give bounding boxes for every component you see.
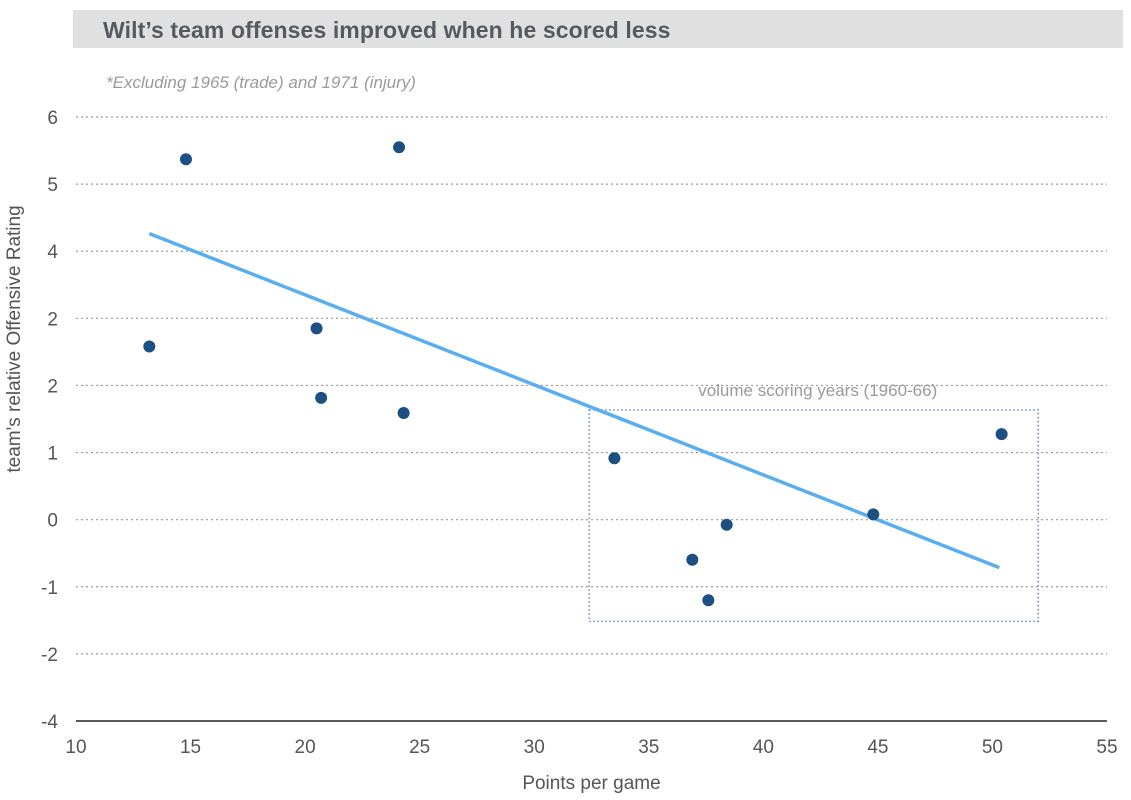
y-tick-label: 4 <box>47 242 58 263</box>
y-tick-label: 2 <box>47 309 58 330</box>
data-point <box>608 452 621 465</box>
y-tick-label: 1 <box>47 444 58 465</box>
data-point <box>315 391 328 404</box>
data-point <box>867 508 880 521</box>
y-tick-label: 5 <box>47 175 58 196</box>
y-tick-label: 6 <box>47 108 58 129</box>
data-point <box>720 518 733 531</box>
x-axis-title: Points per game <box>522 773 660 794</box>
data-point <box>179 153 192 166</box>
data-point <box>143 340 156 353</box>
data-point <box>702 594 715 607</box>
x-tick-label: 20 <box>295 737 316 758</box>
y-tick-label: 2 <box>47 376 58 397</box>
x-tick-label: 35 <box>638 737 659 758</box>
data-point <box>686 553 699 566</box>
chart-title: Wilt’s team offenses improved when he sc… <box>103 17 671 43</box>
chart-subtitle: *Excluding 1965 (trade) and 1971 (injury… <box>106 73 416 92</box>
trend-line <box>148 231 1000 570</box>
y-tick-label: -1 <box>41 578 58 599</box>
x-tick-label: 10 <box>65 737 86 758</box>
annotation-box <box>588 409 1040 623</box>
annotation-label: volume scoring years (1960-66) <box>698 381 937 400</box>
x-tick-label: 15 <box>180 737 201 758</box>
x-tick-label: 25 <box>409 737 430 758</box>
x-tick-label: 40 <box>753 737 774 758</box>
x-tick-label: 50 <box>982 737 1003 758</box>
x-tick-label: 45 <box>867 737 888 758</box>
data-point <box>995 428 1008 441</box>
title-bar: Wilt’s team offenses improved when he sc… <box>73 10 1123 48</box>
y-tick-label: 0 <box>47 511 58 532</box>
x-tick-label: 55 <box>1096 737 1117 758</box>
y-tick-label: -2 <box>41 645 58 666</box>
data-point <box>310 322 323 335</box>
y-axis-title: team's relative Offensive Rating <box>4 205 25 472</box>
data-point <box>393 141 406 154</box>
y-tick-label: -4 <box>41 712 58 733</box>
x-tick-label: 30 <box>524 737 545 758</box>
data-point <box>397 406 410 419</box>
